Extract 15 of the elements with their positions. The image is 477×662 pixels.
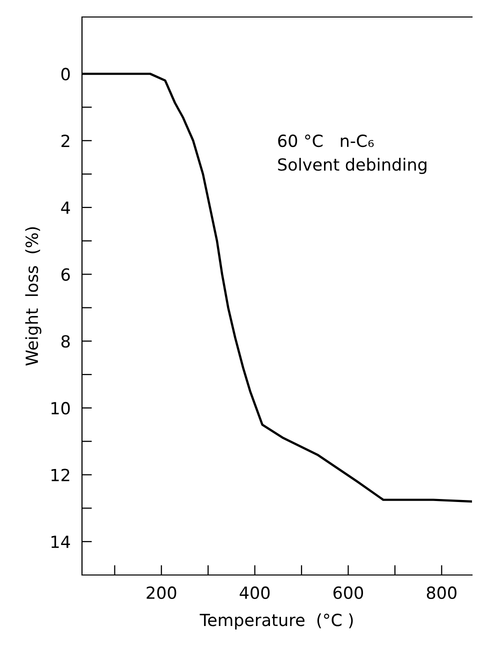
x-tick-label: 200 bbox=[146, 586, 176, 600]
y-tick-label: 10 bbox=[52, 402, 70, 415]
annotation: 60 °C n-C₆ Solvent debinding bbox=[278, 134, 426, 174]
y-axis-title: Weight loss (%) bbox=[25, 227, 42, 366]
y-tick-label: 0 bbox=[61, 68, 70, 80]
y-tick-label: 6 bbox=[61, 268, 70, 281]
y-tick-label: 2 bbox=[62, 134, 70, 147]
x-tick-label: 800 bbox=[426, 586, 456, 600]
x-axis-title: Temperature (°C ) bbox=[200, 613, 353, 630]
x-tick-label: 600 bbox=[333, 586, 364, 600]
y-tick-label: 8 bbox=[61, 335, 70, 348]
y-tick-label: 4 bbox=[61, 202, 70, 214]
x-tick-label: 400 bbox=[240, 586, 270, 600]
y-tick-label: 12 bbox=[52, 468, 70, 482]
y-tick-label: 14 bbox=[52, 536, 70, 548]
